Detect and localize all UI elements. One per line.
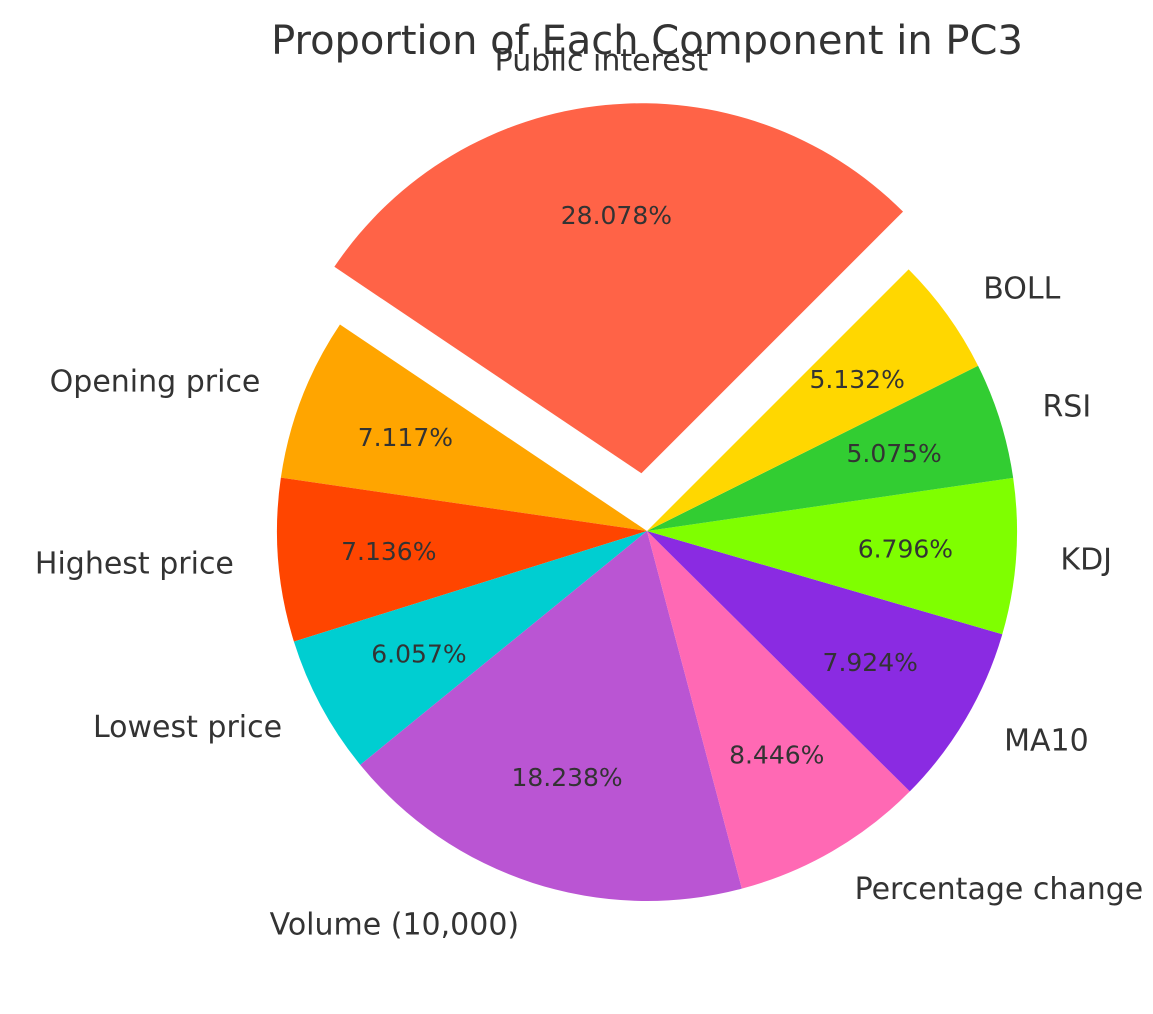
pie-slice-lowest-price: [293, 531, 647, 765]
slice-percent-label: 7.117%: [358, 423, 453, 452]
pie-slice-public-interest: [334, 103, 904, 474]
chart-title: Proportion of Each Component in PC3: [271, 18, 1023, 64]
pie-slice-highest-price: [277, 477, 647, 642]
slice-category-label: RSI: [1042, 390, 1091, 425]
pie-slice-boll: [647, 269, 979, 531]
pie-slices: [277, 103, 1018, 901]
slice-percent-label: 6.796%: [858, 534, 953, 563]
pie-slice-kdj: [647, 477, 1018, 635]
pie-labels: 28.078% Public interest 7.117% Opening pric…: [35, 43, 1143, 942]
slice-percent-label: 28.078%: [561, 201, 672, 230]
slice-category-label: MA10: [1004, 724, 1089, 759]
slice-category-label: Highest price: [35, 546, 234, 581]
slice-category-label: Percentage change: [855, 872, 1144, 907]
pie-slice-opening-price: [280, 324, 647, 531]
slice-category-label: Volume (10,000): [270, 908, 520, 943]
slice-percent-label: 5.132%: [810, 365, 905, 394]
pie-slice-volume-10-000: [360, 531, 742, 901]
slice-percent-label: 7.136%: [341, 537, 436, 566]
slice-percent-label: 5.075%: [846, 439, 941, 468]
slice-category-label: Public interest: [495, 43, 709, 78]
pie-slice-rsi: [647, 365, 1014, 531]
slice-category-label: BOLL: [983, 271, 1060, 306]
slice-category-label: KDJ: [1060, 542, 1112, 577]
slice-percent-label: 8.446%: [729, 741, 824, 770]
pie-slice-ma10: [647, 531, 1003, 792]
pie-slice-percentage-change: [647, 531, 910, 889]
slice-category-label: Lowest price: [93, 710, 282, 745]
slice-percent-label: 7.924%: [823, 648, 918, 677]
slice-category-label: Opening price: [50, 364, 261, 399]
slice-percent-label: 18.238%: [511, 763, 622, 792]
slice-percent-label: 6.057%: [371, 639, 466, 668]
